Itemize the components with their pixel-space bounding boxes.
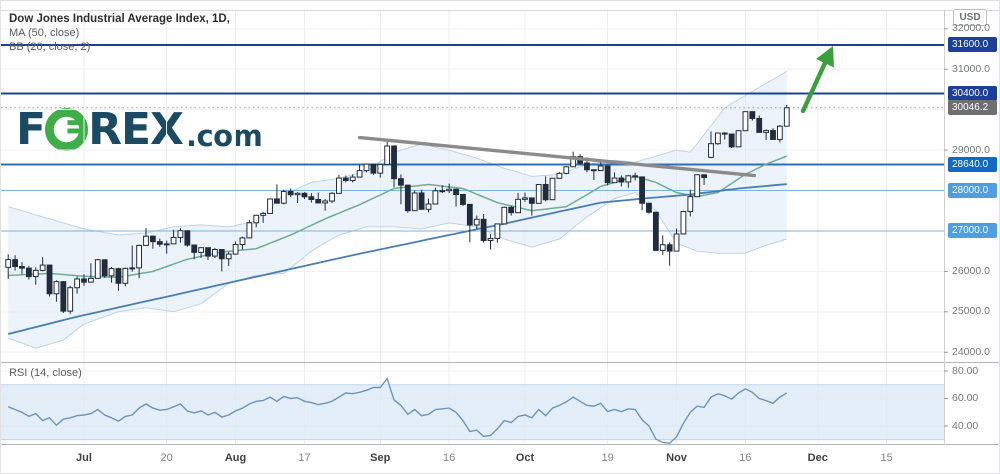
price-axis-label: 31000.0 xyxy=(952,62,990,75)
level-price-badge: 31600.0 xyxy=(948,37,997,53)
legend-bb-indicator[interactable]: BB (20, close, 2) xyxy=(9,41,91,53)
level-price-badge: 28000.0 xyxy=(948,183,997,199)
price-axis-label: 32000.0 xyxy=(952,22,990,35)
rsi-axis-label: 80.00 xyxy=(952,364,979,377)
price-axis-label: 24000.0 xyxy=(952,345,990,358)
legend-rsi-indicator[interactable]: RSI (14, close) xyxy=(9,367,82,379)
price-axis-label: 29000.0 xyxy=(952,143,990,156)
time-axis-label: Aug xyxy=(224,452,247,464)
up-arrow-annotation[interactable] xyxy=(800,46,834,114)
time-axis-label: Sep xyxy=(370,452,391,464)
candlestick-series xyxy=(5,104,790,314)
time-axis-label: Dec xyxy=(807,452,828,464)
rsi-panel xyxy=(1,377,944,444)
rsi-line xyxy=(7,377,788,444)
time-axis[interactable]: Jul 20 Aug 17 Sep 16 Oct 19 Nov 16 Dec 15 xyxy=(1,445,999,473)
level-price-badge: 27000.0 xyxy=(948,223,997,239)
price-axis[interactable]: USD 32000.0 31000.0 29000.0 26000.0 25000.0 2… xyxy=(944,1,999,445)
currency-unit-button[interactable]: USD xyxy=(953,9,987,26)
rsi-axis-label: 40.00 xyxy=(952,419,979,432)
time-axis-label: 16 xyxy=(739,452,752,464)
gridlines xyxy=(1,11,944,444)
time-axis-label: Jul xyxy=(76,452,92,464)
price-axis-label: 26000.0 xyxy=(952,264,990,277)
trendline-annotation[interactable] xyxy=(357,135,757,178)
logo-letter-f: F xyxy=(16,103,46,155)
time-axis-label: Nov xyxy=(666,452,687,464)
time-axis-label: 15 xyxy=(880,452,893,464)
logo-dot-com: .com xyxy=(185,118,263,153)
current-price-badge: 30046.2 xyxy=(948,100,997,116)
level-price-badge: 30400.0 xyxy=(948,85,997,101)
time-axis-label: 17 xyxy=(298,452,311,464)
price-axis-label: 25000.0 xyxy=(952,305,990,318)
time-axis-label: Oct xyxy=(515,452,535,464)
panel-borders xyxy=(1,10,999,473)
rsi-axis-label: 60.00 xyxy=(952,392,979,404)
time-axis-label: 16 xyxy=(443,452,456,464)
chart-legend: Dow Jones Industrial Average Index, 1D, … xyxy=(9,12,230,54)
time-axis-label: 19 xyxy=(601,452,614,464)
moving-averages xyxy=(7,155,788,335)
logo-letters-rex: REX xyxy=(88,103,184,155)
legend-ma-indicator[interactable]: MA (50, close) xyxy=(9,27,80,39)
time-axis-label: 20 xyxy=(160,452,173,464)
symbol-title[interactable]: Dow Jones Industrial Average Index, 1D, xyxy=(9,13,230,25)
support-resistance-levels[interactable] xyxy=(1,43,944,232)
level-price-badge: 28640.0 xyxy=(948,157,997,173)
